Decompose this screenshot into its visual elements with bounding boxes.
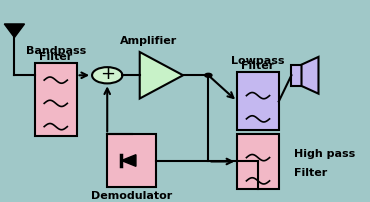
- Bar: [292, 65, 302, 86]
- Bar: [107, 134, 156, 187]
- Polygon shape: [4, 24, 24, 38]
- Text: Amplifier: Amplifier: [120, 36, 177, 46]
- Text: High pass: High pass: [294, 149, 355, 159]
- Text: +: +: [100, 65, 115, 83]
- Text: Filter: Filter: [241, 61, 275, 71]
- Bar: [35, 63, 77, 136]
- Polygon shape: [302, 57, 319, 94]
- Text: Lowpass: Lowpass: [231, 56, 285, 66]
- Text: Filter: Filter: [294, 168, 327, 178]
- Text: Bandpass: Bandpass: [26, 46, 86, 56]
- Polygon shape: [140, 52, 183, 99]
- Bar: [237, 72, 279, 130]
- Bar: [237, 134, 279, 189]
- Circle shape: [205, 73, 212, 77]
- Circle shape: [92, 67, 122, 83]
- Text: Demodulator: Demodulator: [91, 190, 172, 201]
- Text: Filter: Filter: [39, 52, 73, 62]
- Polygon shape: [121, 155, 136, 166]
